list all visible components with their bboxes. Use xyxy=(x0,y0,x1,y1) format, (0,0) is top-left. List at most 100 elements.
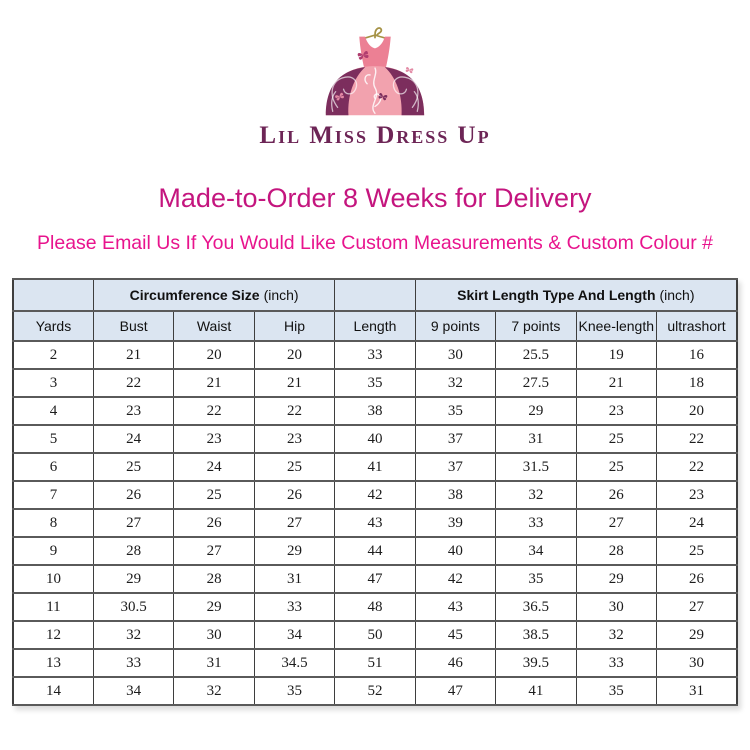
cell-7points: 34 xyxy=(495,536,577,566)
cell-ultrashort: 23 xyxy=(656,480,738,510)
cell-knee-length: 28 xyxy=(575,536,658,566)
cell-9points: 45 xyxy=(414,620,497,650)
column-header-9points: 9 points xyxy=(414,310,497,342)
cell-7points: 36.5 xyxy=(495,592,577,622)
table-row: 12 32 30 34 50 45 38.5 32 29 xyxy=(12,620,738,650)
cell-length: 47 xyxy=(334,564,416,594)
cell-ultrashort: 22 xyxy=(656,424,738,454)
cell-length: 52 xyxy=(334,676,416,706)
cell-9points: 47 xyxy=(414,676,497,706)
cell-9points: 40 xyxy=(414,536,497,566)
cell-yards: 8 xyxy=(12,508,94,538)
cell-length: 43 xyxy=(334,508,416,538)
brand-name: Lil Miss Dress Up xyxy=(259,122,491,149)
circumference-group-label: Circumference Size xyxy=(129,287,260,303)
cell-7points: 25.5 xyxy=(495,340,577,370)
circumference-group-unit: (inch) xyxy=(263,287,299,303)
cell-7points: 31 xyxy=(495,424,577,454)
cell-yards: 4 xyxy=(12,396,94,426)
cell-ultrashort: 29 xyxy=(656,620,738,650)
cell-bust: 24 xyxy=(92,424,175,454)
column-header-length: Length xyxy=(334,310,416,342)
table-row: 9 28 27 29 44 40 34 28 25 xyxy=(12,536,738,566)
cell-yards: 2 xyxy=(12,340,94,370)
cell-9points: 37 xyxy=(414,424,497,454)
table-row: 11 30.5 29 33 48 43 36.5 30 27 xyxy=(12,592,738,622)
cell-7points: 29 xyxy=(495,396,577,426)
cell-7points: 31.5 xyxy=(495,452,577,482)
cell-hip: 21 xyxy=(253,368,336,398)
cell-knee-length: 29 xyxy=(575,564,658,594)
table-row: 8 27 26 27 43 39 33 27 24 xyxy=(12,508,738,538)
column-header-knee-length: Knee-length xyxy=(575,310,658,342)
group-header-spacer-yards xyxy=(12,278,94,312)
cell-waist: 29 xyxy=(173,592,255,622)
butterfly-icon xyxy=(335,92,344,101)
cell-7points: 35 xyxy=(495,564,577,594)
cell-yards: 10 xyxy=(12,564,94,594)
cell-length: 35 xyxy=(334,368,416,398)
cell-hip: 27 xyxy=(253,508,336,538)
cell-9points: 38 xyxy=(414,480,497,510)
column-header-7points: 7 points xyxy=(495,310,577,342)
cell-bust: 34 xyxy=(92,676,175,706)
brand-logo: Lil Miss Dress Up xyxy=(0,0,750,150)
cell-yards: 14 xyxy=(12,676,94,706)
cell-ultrashort: 16 xyxy=(656,340,738,370)
cell-length: 41 xyxy=(334,452,416,482)
table-row: 4 23 22 22 38 35 29 23 20 xyxy=(12,396,738,426)
cell-yards: 9 xyxy=(12,536,94,566)
cell-bust: 21 xyxy=(92,340,175,370)
cell-9points: 37 xyxy=(414,452,497,482)
cell-ultrashort: 25 xyxy=(656,536,738,566)
cell-9points: 42 xyxy=(414,564,497,594)
table-row: 6 25 24 25 41 37 31.5 25 22 xyxy=(12,452,738,482)
cell-bust: 28 xyxy=(92,536,175,566)
cell-length: 48 xyxy=(334,592,416,622)
cell-hip: 20 xyxy=(253,340,336,370)
cell-knee-length: 25 xyxy=(575,452,658,482)
cell-knee-length: 30 xyxy=(575,592,658,622)
cell-yards: 3 xyxy=(12,368,94,398)
cell-waist: 32 xyxy=(173,676,255,706)
cell-ultrashort: 24 xyxy=(656,508,738,538)
skirt-group-label: Skirt Length Type And Length xyxy=(457,287,656,303)
cell-waist: 21 xyxy=(173,368,255,398)
cell-bust: 27 xyxy=(92,508,175,538)
cell-waist: 22 xyxy=(173,396,255,426)
table-row: 7 26 25 26 42 38 32 26 23 xyxy=(12,480,738,510)
cell-bust: 32 xyxy=(92,620,175,650)
butterfly-icon xyxy=(378,92,388,101)
cell-9points: 30 xyxy=(414,340,497,370)
cell-length: 44 xyxy=(334,536,416,566)
cell-7points: 38.5 xyxy=(495,620,577,650)
cell-yards: 11 xyxy=(12,592,94,622)
cell-yards: 13 xyxy=(12,648,94,678)
cell-yards: 5 xyxy=(12,424,94,454)
cell-length: 42 xyxy=(334,480,416,510)
delivery-headline: Made-to-Order 8 Weeks for Delivery xyxy=(158,183,592,213)
cell-hip: 34 xyxy=(253,620,336,650)
skirt-group-unit: (inch) xyxy=(659,287,695,303)
cell-hip: 23 xyxy=(253,424,336,454)
cell-bust: 33 xyxy=(92,648,175,678)
cell-knee-length: 27 xyxy=(575,508,658,538)
cell-7points: 32 xyxy=(495,480,577,510)
cell-7points: 41 xyxy=(495,676,577,706)
cell-ultrashort: 27 xyxy=(656,592,738,622)
cell-9points: 32 xyxy=(414,368,497,398)
cell-ultrashort: 22 xyxy=(656,452,738,482)
butterfly-icon xyxy=(357,51,369,60)
group-header-circumference: Circumference Size (inch) xyxy=(92,278,336,312)
table-row: 2 21 20 20 33 30 25.5 19 16 xyxy=(12,340,738,370)
group-header-skirt: Skirt Length Type And Length (inch) xyxy=(414,278,738,312)
cell-knee-length: 23 xyxy=(575,396,658,426)
cell-yards: 12 xyxy=(12,620,94,650)
cell-bust: 29 xyxy=(92,564,175,594)
column-header-row: Yards Bust Waist Hip Length 9 points 7 p… xyxy=(12,310,738,342)
cell-waist: 23 xyxy=(173,424,255,454)
cell-waist: 20 xyxy=(173,340,255,370)
cell-hip: 29 xyxy=(253,536,336,566)
column-header-waist: Waist xyxy=(173,310,255,342)
